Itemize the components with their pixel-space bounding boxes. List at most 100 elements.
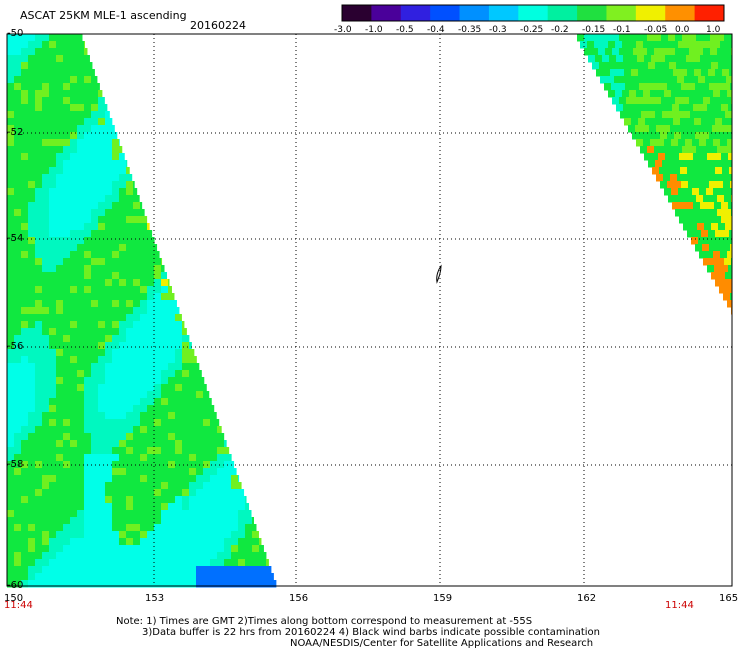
swath-cell — [63, 132, 71, 140]
swath-cell — [56, 69, 64, 77]
swath-cell — [196, 503, 204, 511]
swath-cell — [182, 321, 185, 329]
swath-cell — [63, 251, 71, 259]
swath-cell — [77, 265, 85, 273]
swath-cell — [182, 391, 190, 399]
colorbar-tick-label: -3.0 — [334, 25, 352, 35]
swath-cell — [626, 97, 634, 105]
swath-cell — [112, 125, 115, 133]
swath-cell — [14, 195, 22, 203]
swath-cell — [671, 41, 679, 49]
swath-cell — [56, 552, 64, 560]
swath-cell — [711, 111, 719, 119]
swath-cell — [133, 419, 141, 427]
swath-cell — [112, 349, 120, 357]
swath-cell — [70, 370, 78, 378]
swath-cell — [35, 279, 43, 287]
swath-cell — [203, 468, 211, 476]
swath-cell — [696, 195, 704, 203]
swath-cell — [84, 314, 92, 322]
swath-cell — [7, 258, 15, 266]
swath-cell — [28, 237, 36, 245]
swath-cell — [147, 566, 155, 574]
swath-cell — [175, 356, 183, 364]
swath-cell — [77, 139, 85, 147]
swath-cell — [105, 125, 113, 133]
swath-cell — [231, 475, 239, 483]
swath-cell — [56, 146, 64, 154]
swath-cell — [147, 244, 155, 252]
swath-cell — [231, 454, 232, 462]
swath-cell — [730, 83, 733, 91]
swath-cell — [592, 62, 600, 70]
swath-cell — [35, 118, 43, 126]
swath-cell — [42, 405, 50, 413]
swath-cell — [84, 181, 92, 189]
swath-cell — [119, 377, 127, 385]
swath-cell — [662, 62, 670, 70]
swath-cell — [196, 412, 204, 420]
swath-cell — [217, 573, 225, 581]
swath-cell — [56, 300, 64, 308]
swath-cell — [217, 566, 225, 574]
swath-cell — [91, 188, 99, 196]
swath-cell — [105, 132, 113, 140]
swath-cell — [638, 118, 646, 126]
swath-cell — [14, 468, 22, 476]
swath-cell — [126, 496, 134, 504]
swath-cell — [63, 34, 71, 42]
swath-cell — [70, 426, 78, 434]
swath-cell — [98, 454, 106, 462]
swath-cell — [7, 34, 15, 42]
swath-cell — [63, 349, 71, 357]
swath-cell — [210, 517, 218, 525]
swath-cell — [203, 489, 211, 497]
swath-cell — [63, 405, 71, 413]
swath-cell — [91, 349, 99, 357]
swath-cell — [49, 580, 57, 588]
swath-cell — [189, 433, 197, 441]
swath-cell — [84, 433, 92, 441]
swath-cell — [168, 538, 176, 546]
swath-cell — [49, 545, 57, 553]
swath-cell — [238, 489, 245, 497]
swath-cell — [140, 440, 148, 448]
swath-cell — [140, 510, 148, 518]
swath-cell — [161, 328, 169, 336]
swath-cell — [14, 405, 22, 413]
swath-cell — [182, 531, 190, 539]
swath-cell — [105, 181, 113, 189]
swath-cell — [7, 524, 15, 532]
swath-cell — [133, 307, 141, 315]
swath-cell — [704, 223, 712, 231]
swath-cell — [161, 468, 169, 476]
swath-cell — [70, 83, 78, 91]
swath-cell — [91, 566, 99, 574]
swath-cell — [161, 461, 169, 469]
swath-cell — [42, 34, 50, 42]
swath-cell — [105, 531, 113, 539]
swath-cell — [70, 181, 78, 189]
swath-cell — [668, 195, 676, 203]
swath-cell — [77, 293, 85, 301]
swath-cell — [711, 160, 719, 168]
swath-cell — [84, 83, 92, 91]
swath-cell — [717, 258, 725, 266]
swath-cell — [21, 209, 29, 217]
swath-cell — [7, 209, 15, 217]
swath-cell — [49, 41, 57, 49]
swath-cell — [105, 160, 113, 168]
swath-cell — [77, 202, 85, 210]
swath-cell — [112, 475, 120, 483]
swath-cell — [189, 405, 197, 413]
swath-cell — [91, 419, 99, 427]
lon-label-156: 156 — [289, 593, 309, 604]
swath-cell — [231, 531, 239, 539]
swath-cell — [677, 125, 685, 133]
swath-cell — [105, 377, 113, 385]
swath-cell — [133, 209, 141, 217]
swath-cell — [168, 405, 176, 413]
swath-cell — [705, 76, 713, 84]
swath-cell — [708, 167, 716, 175]
